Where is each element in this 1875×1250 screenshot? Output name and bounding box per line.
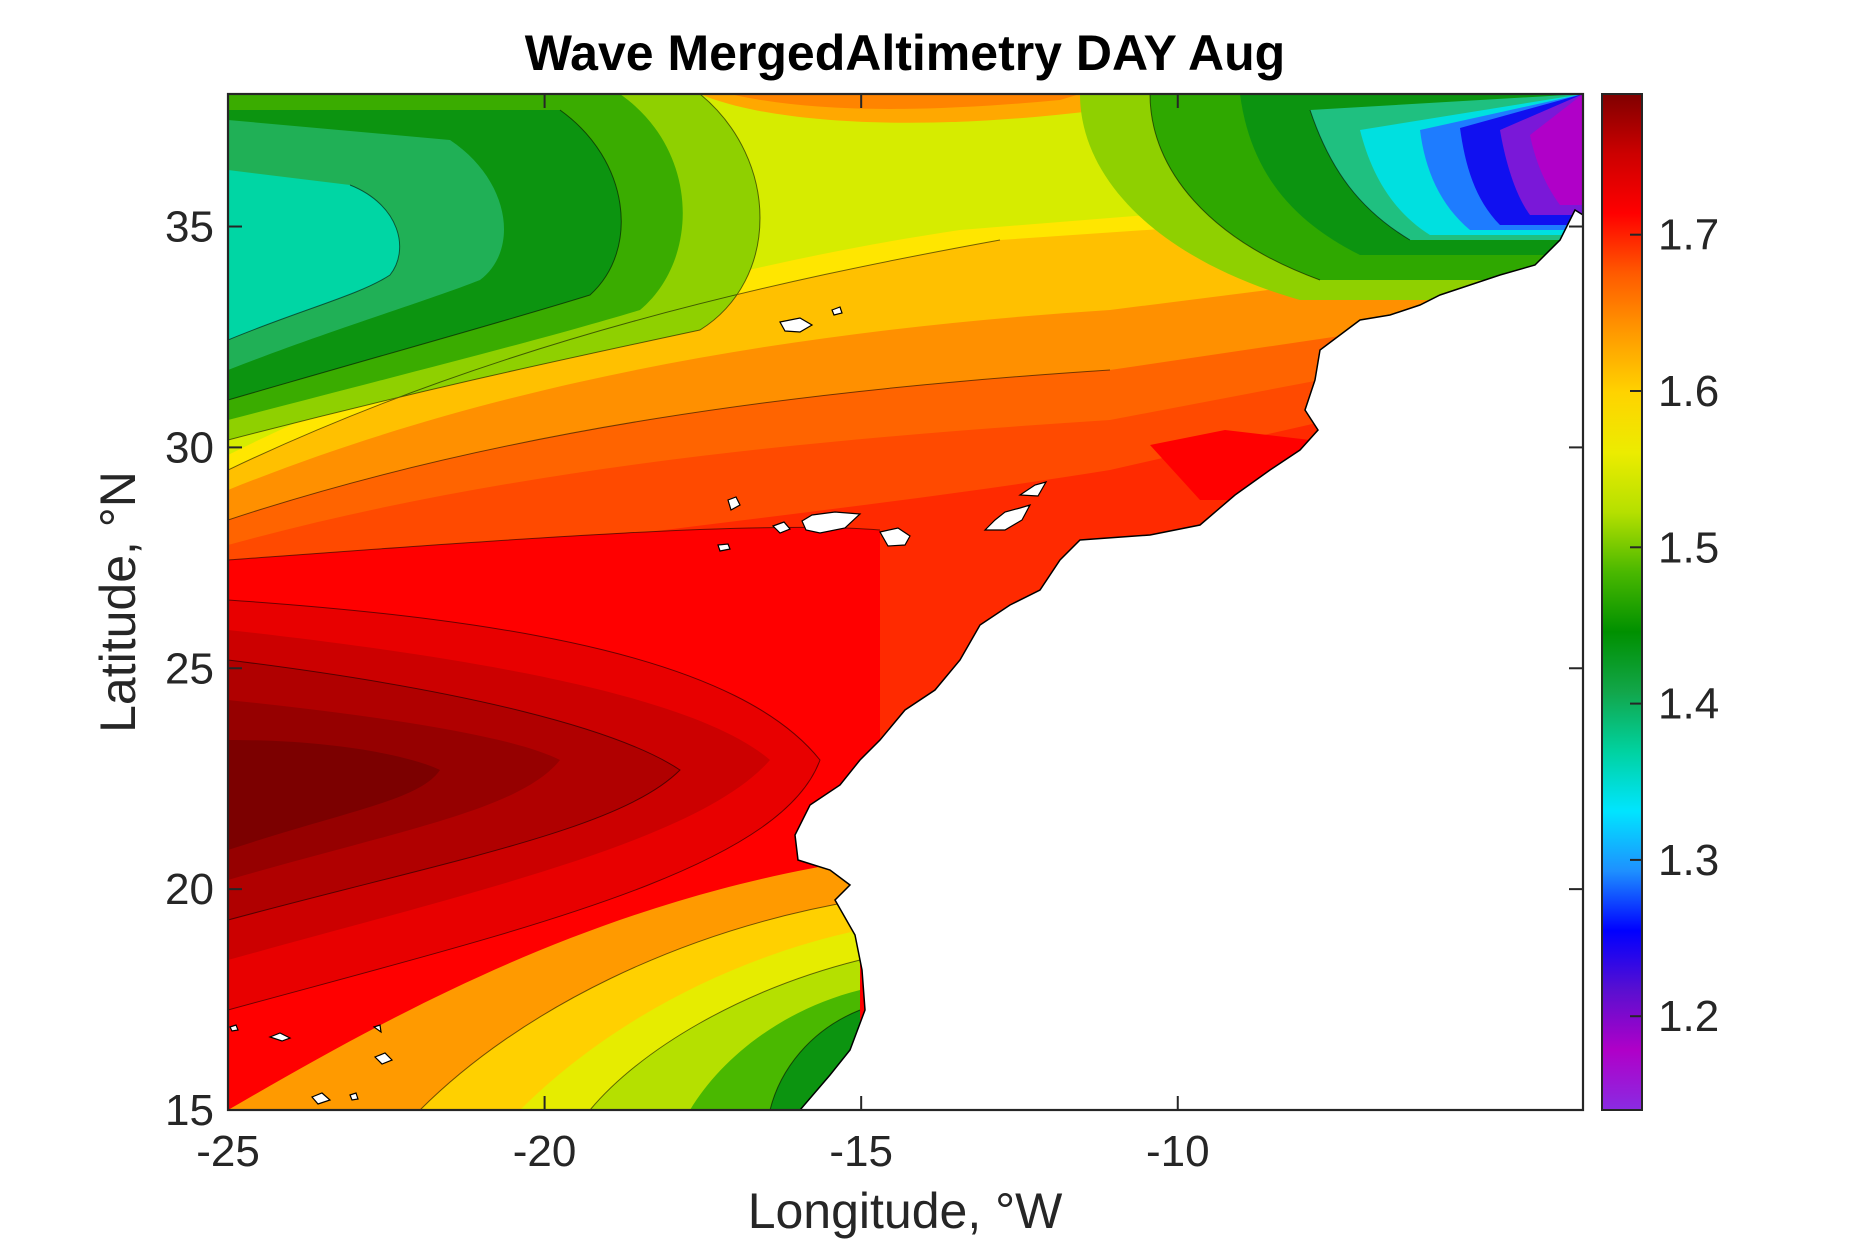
contour-band <box>1530 94 1583 205</box>
y-axis: 15 20 25 30 35 <box>165 203 1583 1135</box>
island <box>229 1024 239 1032</box>
island <box>771 521 792 534</box>
contour-band <box>228 170 400 340</box>
y-tick-label: 30 <box>165 423 214 472</box>
colorbar-tick-label: 1.7 <box>1658 211 1719 260</box>
colorbar-tick-label: 1.2 <box>1658 992 1719 1041</box>
y-axis-label: Latitude, °N <box>90 471 146 733</box>
x-tick-label: -25 <box>196 1127 260 1176</box>
y-tick-label: 20 <box>165 865 214 914</box>
contour-bands-cadiz <box>1080 94 1583 300</box>
y-tick-label: 15 <box>165 1086 214 1135</box>
contour-bands-senegal <box>228 860 860 1110</box>
island <box>373 1052 394 1065</box>
island <box>779 317 814 333</box>
colorbar-ticks: 1.2 1.3 1.4 1.5 1.6 1.7 <box>1630 211 1719 1041</box>
colorbar-tick-label: 1.3 <box>1658 836 1719 885</box>
x-tick-label: -15 <box>829 1127 893 1176</box>
colorbar-tick-label: 1.4 <box>1658 680 1719 729</box>
island <box>268 1032 292 1042</box>
land-mass-africa-iberia <box>794 208 1583 1110</box>
x-axis-label: Longitude, °W <box>748 1183 1063 1239</box>
island <box>1018 481 1048 497</box>
island <box>831 306 843 316</box>
x-tick-label: -20 <box>513 1127 577 1176</box>
islands <box>229 306 1048 1105</box>
contour-bands-south <box>228 527 880 1110</box>
island <box>983 504 1032 531</box>
island <box>727 496 741 511</box>
island <box>349 1092 359 1101</box>
chart-title: Wave MergedAltimetry DAY Aug <box>525 25 1285 81</box>
plot-frame <box>226 92 1585 1112</box>
contour-band <box>730 94 1080 109</box>
x-tick-label: -10 <box>1146 1127 1210 1176</box>
colorbar-fill <box>1602 94 1642 1110</box>
colorbar-tick-label: 1.5 <box>1658 523 1719 572</box>
island <box>879 527 911 547</box>
colorbar-tick-label: 1.6 <box>1658 367 1719 416</box>
contour-band <box>228 740 440 850</box>
island <box>717 543 731 552</box>
island <box>310 1092 332 1105</box>
island <box>801 511 862 534</box>
island <box>372 1024 382 1034</box>
map-plot-area <box>228 94 1583 1110</box>
x-axis: -25 -20 -15 -10 <box>196 94 1210 1176</box>
y-tick-label: 25 <box>165 644 214 693</box>
colorbar: 1.2 1.3 1.4 1.5 1.6 1.7 <box>1601 93 1719 1111</box>
contour-lines <box>228 94 1411 1110</box>
y-tick-label: 35 <box>165 203 214 252</box>
colorbar-frame <box>1601 93 1643 1111</box>
